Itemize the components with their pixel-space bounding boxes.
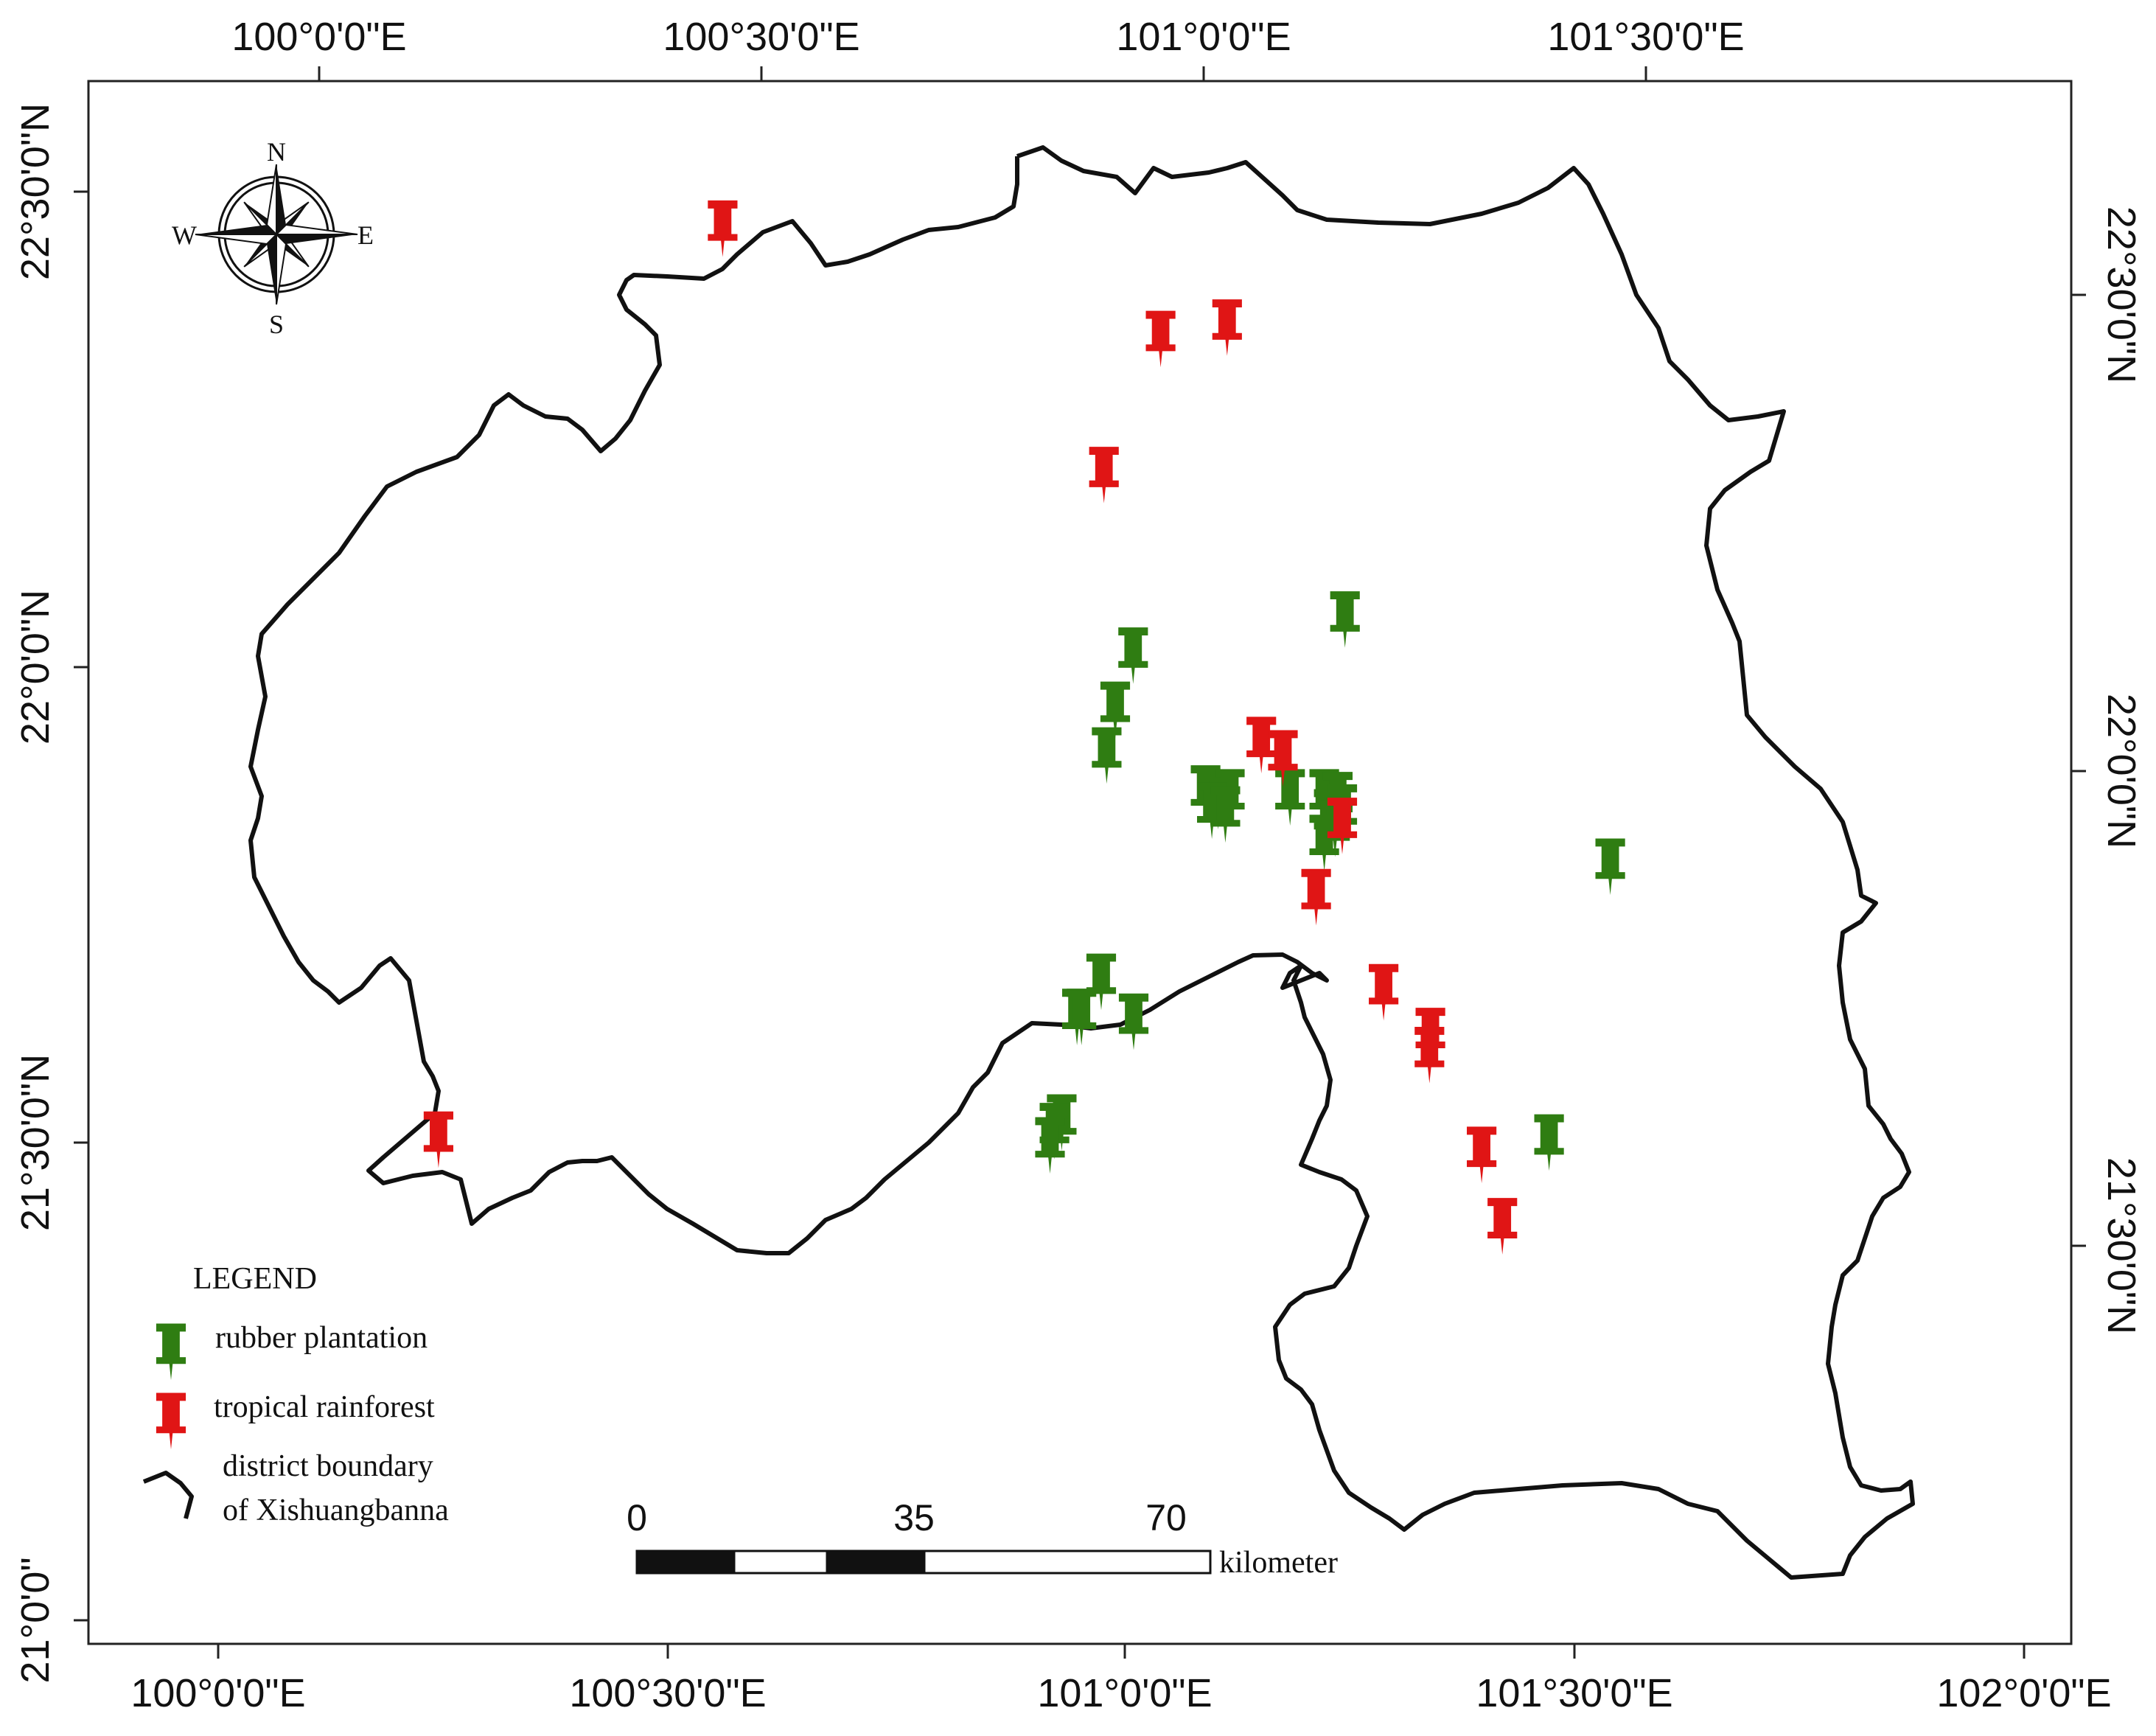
top-axis-label: 101°30'0"E [1547, 15, 1744, 59]
compass-rose-icon: N S E W [172, 137, 374, 339]
compass-east-label: E [357, 220, 374, 250]
left-axis-labels: 22°30'0"N 22°0'0"N 21°30'0"N 21°0'0" [13, 103, 57, 1684]
tropical-rainforest-markers [423, 200, 1518, 1255]
right-axis-label: 21°30'0"N [2099, 1157, 2143, 1334]
scale-segment [733, 1549, 828, 1575]
tropical-rainforest-marker [1301, 868, 1331, 926]
map-legend: LEGEND rubber plantation tropical rainfo… [142, 1262, 449, 1527]
scale-bar: 0 35 70 kilometer [627, 1497, 1338, 1580]
tropical-rainforest-marker [1414, 1026, 1445, 1084]
map-frame [87, 80, 2073, 1645]
rubber-plantation-marker [1330, 591, 1360, 648]
scale-tick-70: 70 [1145, 1497, 1187, 1538]
tropical-rainforest-marker [1487, 1198, 1518, 1255]
legend-rubber-label: rubber plantation [215, 1321, 428, 1355]
bottom-axis-labels: 100°0'0"E 100°30'0"E 101°0'0"E 101°30'0"… [130, 1671, 2111, 1715]
top-axis-label: 100°0'0"E [231, 15, 406, 59]
left-axis-label: 21°0'0" [13, 1557, 57, 1683]
legend-rainforest-icon [156, 1392, 186, 1450]
legend-rainforest-label: tropical rainforest [214, 1390, 435, 1424]
legend-boundary-icon [142, 1471, 194, 1519]
legend-title: LEGEND [193, 1262, 317, 1296]
rubber-plantation-marker [1086, 953, 1117, 1011]
tropical-rainforest-marker [1369, 963, 1399, 1021]
bottom-axis-label: 101°0'0"E [1037, 1671, 1212, 1715]
legend-boundary-label-line1: district boundary [223, 1449, 433, 1483]
rubber-plantation-marker [1118, 627, 1148, 684]
legend-rubber-icon [156, 1323, 186, 1381]
bottom-axis-label: 102°0'0"E [1936, 1671, 2111, 1715]
scale-segment [826, 1549, 926, 1575]
left-axis-label: 22°30'0"N [13, 103, 57, 280]
scale-tick-35: 35 [893, 1497, 935, 1538]
district-boundary [248, 145, 1915, 1580]
compass-west-label: W [172, 220, 197, 250]
scale-unit: kilometer [1219, 1546, 1338, 1580]
top-axis-label: 100°30'0"E [663, 15, 859, 59]
right-axis-label: 22°30'0"N [2099, 206, 2143, 383]
compass-north-label: N [267, 137, 286, 167]
rubber-plantation-marker [1595, 838, 1625, 896]
graticule-ticks [74, 66, 2086, 1659]
rubber-plantation-marker [1275, 769, 1305, 826]
right-axis-label: 22°0'0"N [2099, 694, 2143, 848]
right-axis-labels: 22°30'0"N 22°0'0"N 21°30'0"N [2099, 206, 2143, 1334]
compass-south-label: S [269, 310, 284, 339]
scale-segment [923, 1549, 1212, 1575]
rubber-plantation-marker [1534, 1114, 1564, 1171]
legend-boundary-label-line2: of Xishuangbanna [223, 1493, 449, 1527]
scale-tick-0: 0 [627, 1497, 647, 1538]
tropical-rainforest-marker [708, 200, 738, 257]
scale-segment [635, 1549, 736, 1575]
bottom-axis-label: 100°30'0"E [569, 1671, 766, 1715]
compass-cardinal-points [195, 164, 358, 305]
tropical-rainforest-marker [1212, 299, 1242, 356]
rubber-plantation-marker [1092, 727, 1122, 784]
bottom-axis-label: 101°30'0"E [1476, 1671, 1672, 1715]
left-axis-label: 21°30'0"N [13, 1054, 57, 1231]
top-axis-label: 101°0'0"E [1116, 15, 1291, 59]
top-axis-labels: 100°0'0"E 100°30'0"E 101°0'0"E 101°30'0"… [231, 15, 1744, 59]
bottom-axis-label: 100°0'0"E [130, 1671, 305, 1715]
tropical-rainforest-marker [1089, 447, 1119, 503]
left-axis-label: 22°0'0"N [13, 590, 57, 745]
tropical-rainforest-marker [1145, 310, 1176, 368]
tropical-rainforest-marker [1467, 1126, 1497, 1184]
